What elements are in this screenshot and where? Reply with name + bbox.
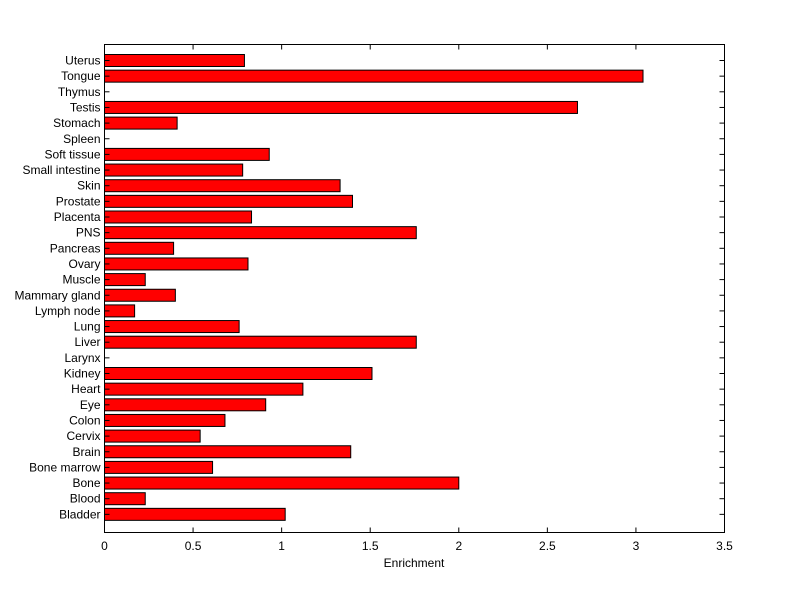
y-tick-label: Thymus [58, 85, 101, 99]
bar [104, 382, 304, 396]
bar [104, 507, 286, 521]
y-tick-label: Lymph node [35, 304, 101, 318]
y-tick-label: Brain [72, 445, 100, 459]
y-tick-label: Tongue [61, 69, 101, 83]
y-tick-label: Larynx [64, 351, 100, 365]
y-tick-label: Uterus [65, 54, 100, 68]
bar [104, 288, 176, 302]
bar [104, 367, 373, 380]
bar [104, 445, 352, 459]
y-tick-label: Bone marrow [29, 460, 101, 474]
x-tick-label: 2.5 [539, 539, 556, 553]
plot-area-frame [104, 44, 725, 533]
y-tick-label: Skin [77, 179, 100, 193]
y-tick-label: Placenta [54, 210, 101, 224]
x-tick-label: 1.5 [362, 539, 379, 553]
bar [104, 100, 578, 114]
x-tick-label: 2 [455, 539, 462, 553]
y-tick-label: Cervix [66, 429, 100, 443]
bar [104, 241, 175, 255]
x-tick-label: 1 [278, 539, 285, 553]
bar [104, 413, 226, 427]
y-tick-label: Lung [74, 320, 101, 334]
y-tick-label: Eye [80, 398, 101, 412]
y-tick-label: Spleen [63, 132, 100, 146]
y-tick-label: Stomach [53, 116, 100, 130]
y-tick-label: Liver [74, 335, 100, 349]
x-tick-label: 3.5 [716, 539, 733, 553]
ticks-group [104, 44, 725, 533]
y-tick-label: Muscle [62, 273, 100, 287]
y-tick-label: PNS [76, 226, 101, 240]
y-tick-label: Bone [72, 476, 100, 490]
bar [104, 116, 178, 130]
bar [104, 147, 270, 161]
x-axis-label: Enrichment [384, 556, 445, 570]
bar [104, 54, 245, 67]
y-tick-label: Colon [69, 413, 100, 427]
bar [104, 210, 253, 224]
bar [104, 335, 417, 349]
y-tick-label: Mammary gland [14, 288, 100, 302]
y-tick-label: Testis [70, 100, 101, 114]
bar [104, 69, 644, 83]
y-tick-label: Ovary [68, 257, 100, 271]
y-tick-label: Blood [70, 492, 101, 506]
y-tick-label: Pancreas [50, 241, 101, 255]
bar [104, 226, 417, 240]
y-tick-label: Bladder [59, 507, 100, 521]
y-tick-label: Soft tissue [44, 147, 100, 161]
bar [104, 194, 353, 208]
bar [104, 429, 201, 443]
x-tick-label: 0.5 [185, 539, 202, 553]
bar [104, 163, 244, 177]
bar [104, 476, 460, 490]
y-tick-label: Small intestine [22, 163, 100, 177]
bar [104, 460, 214, 474]
y-tick-label: Kidney [64, 367, 101, 381]
bar [104, 492, 146, 506]
y-tick-label: Prostate [56, 194, 101, 208]
bar [104, 398, 267, 412]
bar [104, 179, 341, 193]
y-tick-label: Heart [71, 382, 101, 396]
bar [104, 273, 146, 287]
x-tick-label: 3 [633, 539, 640, 553]
bar [104, 320, 240, 334]
bar [104, 257, 249, 271]
x-tick-label: 0 [101, 539, 108, 553]
bars-group [104, 54, 644, 521]
